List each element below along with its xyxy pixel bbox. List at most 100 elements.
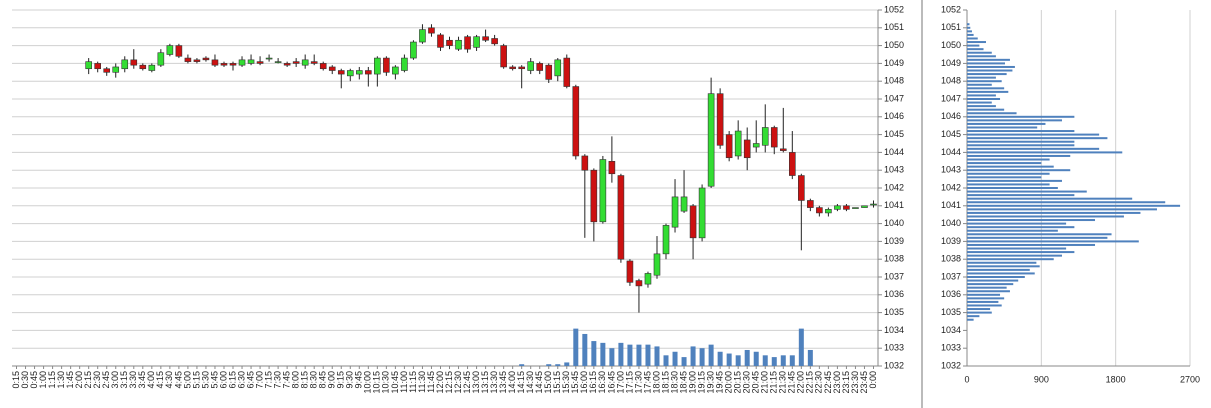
x-tick-label: 4:30 — [164, 371, 174, 389]
profile-bar — [967, 211, 1141, 214]
profile-bar — [967, 140, 1075, 143]
profile-bar — [967, 315, 980, 318]
x-tick-label: 5:15 — [191, 371, 201, 389]
candle-body — [211, 59, 219, 66]
profile-bar — [967, 55, 996, 58]
y-tick-label: 1051 — [884, 22, 904, 32]
profile-bar — [967, 201, 1166, 204]
y-tick-label: 1035 — [884, 307, 904, 317]
profile-bar — [967, 276, 1025, 278]
candle-body — [789, 152, 796, 176]
volume-bar — [717, 351, 723, 366]
x-tick-label: 7:00 — [254, 371, 264, 389]
volume-bar — [600, 342, 606, 366]
x-tick-label: 18:30 — [669, 371, 679, 394]
profile-bar — [967, 208, 1157, 211]
profile-bar — [967, 229, 1058, 232]
volume-bar — [663, 355, 669, 366]
x-tick-label: 9:15 — [336, 371, 346, 389]
profile-bar — [967, 222, 1067, 225]
x-tick-label: 18:45 — [678, 371, 688, 394]
profile-bar — [967, 87, 1005, 90]
x-tick-label: 14:45 — [534, 371, 544, 394]
candle-body — [617, 175, 625, 260]
profile-bar — [967, 215, 1124, 218]
y-tick-label: 1032 — [884, 360, 904, 370]
profile-bar — [967, 37, 978, 40]
y-tick-label: 1051 — [941, 22, 961, 32]
x-tick-label: 0 — [964, 374, 969, 384]
candle-body — [626, 260, 634, 283]
y-tick-label: 1045 — [941, 129, 961, 139]
x-tick-label: 1800 — [1106, 374, 1126, 384]
y-tick-label: 1052 — [941, 4, 961, 14]
candle-body — [94, 63, 101, 70]
y-tick-label: 1048 — [941, 76, 961, 86]
profile-bar — [967, 151, 1123, 154]
volume-bar — [636, 344, 642, 366]
x-tick-label: 3:30 — [128, 371, 138, 389]
profile-bar — [967, 251, 1075, 254]
x-tick-label: 17:00 — [615, 371, 625, 394]
y-tick-label: 1040 — [941, 218, 961, 228]
profile-bar — [967, 80, 1002, 83]
x-tick-label: 7:45 — [282, 371, 292, 389]
profile-bar — [967, 183, 1050, 186]
x-tick-label: 15:45 — [570, 371, 580, 394]
x-tick-label: 10:00 — [363, 371, 373, 394]
profile-bar — [967, 318, 974, 321]
x-tick-label: 14:15 — [516, 371, 526, 394]
y-tick-label: 1038 — [884, 254, 904, 264]
x-tick-label: 19:15 — [696, 371, 706, 394]
candle-body — [374, 57, 381, 75]
volume-bar — [708, 344, 714, 366]
x-tick-label: 9:00 — [327, 371, 337, 389]
y-tick-label: 1044 — [884, 147, 904, 157]
y-tick-label: 1037 — [884, 271, 904, 281]
x-tick-label: 22:00 — [796, 371, 806, 394]
x-tick-label: 16:00 — [579, 371, 589, 394]
candle-body — [238, 59, 246, 66]
x-tick-label: 19:00 — [687, 371, 697, 394]
y-tick-label: 1043 — [941, 165, 961, 175]
profile-bar — [967, 265, 1040, 268]
x-tick-label: 3:00 — [110, 371, 120, 389]
x-tick-label: 3:45 — [137, 371, 147, 389]
y-tick-label: 1050 — [884, 40, 904, 50]
candle-body — [193, 59, 201, 62]
candle-body — [536, 63, 544, 71]
profile-bar — [967, 23, 970, 26]
profile-bar — [967, 300, 999, 303]
candle-body — [816, 207, 823, 214]
volume-bar — [618, 342, 624, 366]
candle-body — [464, 36, 471, 50]
profile-bar — [967, 62, 1005, 65]
x-tick-label: 17:15 — [624, 371, 634, 394]
candle-body — [247, 59, 255, 64]
volume-bar — [564, 362, 570, 366]
x-tick-label: 22:30 — [814, 371, 824, 394]
candle-body — [779, 148, 787, 151]
x-tick-label: 20:00 — [724, 371, 734, 394]
x-tick-label: 16:45 — [606, 371, 616, 394]
x-tick-label: 23:30 — [850, 371, 860, 394]
profile-bar — [967, 30, 972, 33]
profile-bar — [967, 90, 1009, 93]
x-tick-label: 20:30 — [742, 371, 752, 394]
x-tick-label: 21:45 — [787, 371, 797, 394]
y-tick-label: 1047 — [941, 93, 961, 103]
y-tick-label: 1044 — [941, 147, 961, 157]
candle-body — [310, 61, 318, 64]
candle-body — [761, 127, 769, 146]
volume-bar — [627, 344, 633, 366]
candle-body — [184, 57, 192, 62]
volume-bar — [681, 357, 687, 366]
volume-bar — [699, 348, 705, 366]
candle-body — [455, 39, 462, 50]
profile-bar — [967, 133, 1100, 136]
profile-bar — [967, 105, 996, 108]
candle-body — [356, 70, 363, 75]
candle-body — [698, 187, 706, 239]
x-tick-label: 18:00 — [651, 371, 661, 394]
candle-body — [653, 253, 661, 276]
